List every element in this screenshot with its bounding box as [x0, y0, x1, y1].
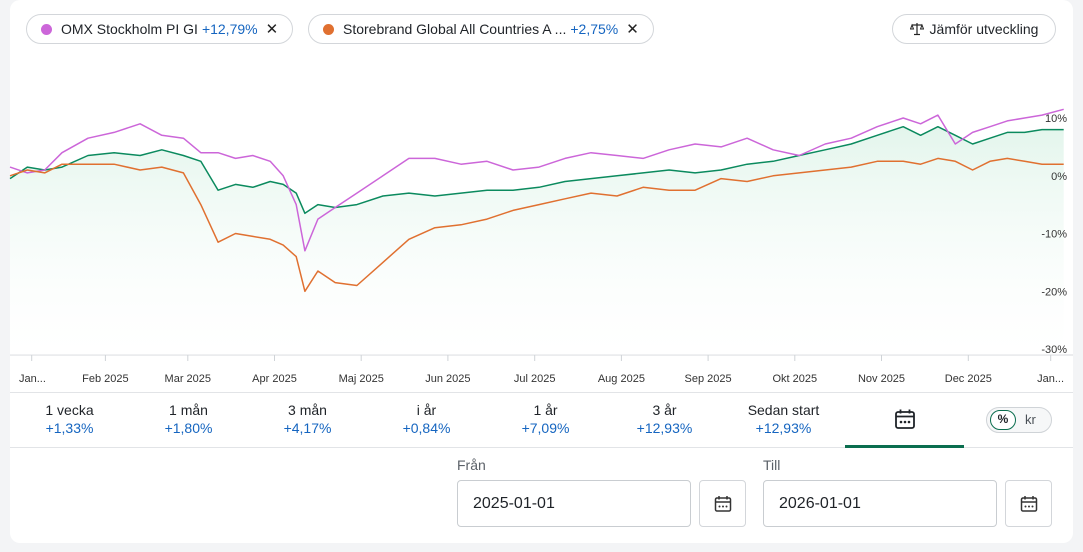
percent-option[interactable]: %: [990, 410, 1016, 430]
x-tick-label: Jun 2025: [425, 373, 470, 385]
x-tick-label: Apr 2025: [252, 373, 297, 385]
x-axis: Jan... Feb 2025 Mar 2025 Apr 2025 Maj 2025 Ju…: [19, 355, 1064, 385]
period-since-start[interactable]: Sedan start +12,93%: [724, 393, 843, 447]
close-icon[interactable]: ✕: [265, 21, 279, 38]
period-ytd[interactable]: i år +0,84%: [367, 393, 486, 447]
period-1-year[interactable]: 1 år +7,09%: [486, 393, 605, 447]
period-label: 1 år: [533, 402, 558, 418]
compare-button[interactable]: Jämför utveckling: [892, 14, 1056, 44]
unit-toggle[interactable]: % kr: [986, 407, 1052, 433]
to-label: Till: [763, 457, 781, 473]
to-date-input[interactable]: 2026-01-01: [763, 480, 997, 527]
scale-icon: [909, 23, 924, 36]
legend-name-storebrand: Storebrand Global All Countries A ...: [343, 21, 567, 37]
chart-lines: [9, 108, 1064, 293]
y-tick-label: -20%: [1041, 286, 1067, 298]
x-tick-label: Jul 2025: [514, 373, 556, 385]
legend-chip-storebrand[interactable]: Storebrand Global All Countries A ... +2…: [308, 14, 654, 44]
currency-option[interactable]: kr: [1025, 412, 1036, 427]
x-tick-label: Okt 2025: [772, 373, 817, 385]
legend-change-storebrand: +2,75%: [570, 21, 619, 37]
x-tick-label: Nov 2025: [858, 373, 905, 385]
period-value: +1,80%: [164, 420, 213, 436]
legend-chip-omx[interactable]: OMX Stockholm PI GI +12,79% ✕: [26, 14, 294, 44]
y-tick-label: 10%: [1045, 113, 1067, 125]
legend-dot-storebrand: [323, 23, 334, 35]
period-selector: 1 vecka +1,33% 1 mån +1,80% 3 mån +4,17%…: [10, 392, 1073, 448]
calendar-icon: [1020, 495, 1037, 512]
calendar-icon: [714, 495, 731, 512]
period-label: 3 år: [652, 402, 677, 418]
x-tick-label: Maj 2025: [339, 373, 384, 385]
period-label: Sedan start: [747, 402, 820, 418]
close-icon[interactable]: ✕: [626, 21, 639, 38]
period-label: i år: [416, 402, 437, 418]
x-tick-label: Sep 2025: [685, 373, 732, 385]
period-1-week[interactable]: 1 vecka +1,33%: [10, 393, 129, 447]
y-axis: 10% 0% -10% -20% -30%: [1041, 113, 1067, 356]
series-line-2: [9, 157, 1064, 293]
x-tick-label: Jan...: [19, 373, 46, 385]
series-line-0: [9, 125, 1064, 215]
y-tick-label: -30%: [1041, 344, 1067, 356]
period-value: +7,09%: [521, 420, 570, 436]
period-value: +4,17%: [283, 420, 332, 436]
period-label: 3 mån: [288, 402, 327, 418]
series-line-1: [9, 108, 1064, 252]
performance-chart: 10% 0% -10% -20% -30% Jan... Feb 2025 Mar 2025…: [9, 108, 1073, 385]
period-value: +12,93%: [636, 420, 693, 436]
period-value: +12,93%: [755, 420, 812, 436]
x-tick-label: Feb 2025: [82, 373, 128, 385]
from-date-input[interactable]: 2025-01-01: [457, 480, 691, 527]
period-3-years[interactable]: 3 år +12,93%: [605, 393, 724, 447]
legend-dot-omx: [41, 23, 52, 35]
period-1-month[interactable]: 1 mån +1,80%: [129, 393, 248, 447]
x-tick-label: Aug 2025: [598, 373, 645, 385]
to-date-picker-button[interactable]: [1005, 480, 1052, 527]
from-label: Från: [457, 457, 486, 473]
x-tick-label: Mar 2025: [165, 373, 211, 385]
custom-range-tab[interactable]: [845, 393, 964, 448]
period-label: 1 mån: [169, 402, 208, 418]
x-tick-label: Jan...: [1037, 373, 1064, 385]
period-value: +1,33%: [45, 420, 94, 436]
period-label: 1 vecka: [45, 402, 94, 418]
calendar-icon: [894, 409, 915, 429]
series-area-0: [10, 126, 1064, 355]
from-date-picker-button[interactable]: [699, 480, 746, 527]
legend-name-omx: OMX Stockholm PI GI: [61, 21, 198, 37]
chart-areas: [10, 126, 1064, 355]
y-tick-label: -10%: [1041, 229, 1067, 241]
period-3-months[interactable]: 3 mån +4,17%: [248, 393, 367, 447]
y-tick-label: 0%: [1051, 171, 1067, 183]
compare-button-label: Jämför utveckling: [929, 21, 1039, 37]
x-tick-label: Dec 2025: [945, 373, 992, 385]
legend-change-omx: +12,79%: [201, 21, 258, 37]
period-value: +0,84%: [402, 420, 451, 436]
